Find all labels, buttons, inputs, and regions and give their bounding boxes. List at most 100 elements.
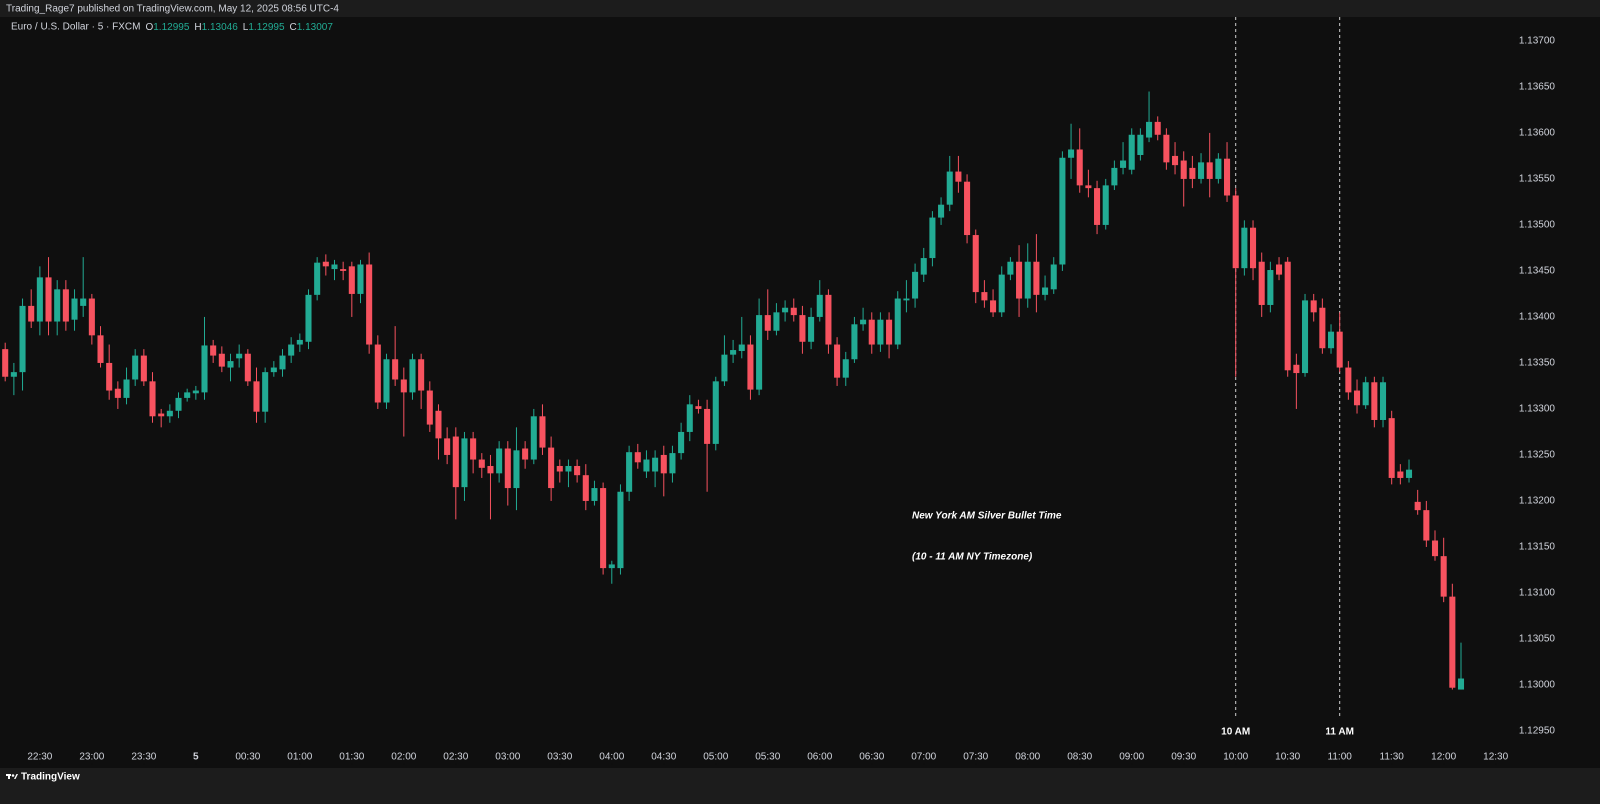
x-tick-label: 08:00 [1015,752,1040,763]
x-tick-label: 04:30 [651,752,676,763]
candle-body [972,235,979,293]
y-tick-label: 1.13050 [1519,634,1556,645]
candle-body [998,274,1005,313]
candle-body [426,390,433,425]
candle-body [487,465,494,474]
x-tick-label: 10:30 [1275,752,1300,763]
candle-body [712,381,719,444]
ohlc-legend: O1.12995 H1.13046 L1.12995 C1.13007 [145,22,333,33]
x-tick-label: 00:30 [235,752,260,763]
candle-body [834,344,841,378]
candle-body [236,353,243,359]
candle-body [756,315,763,390]
candle-body [175,397,182,411]
candle-body [244,353,251,382]
candle-body [71,298,78,320]
candle-body [782,307,789,313]
ohlc-value: 1.13046 [202,22,239,33]
candle-body [1336,331,1343,368]
candle-body [1016,261,1023,299]
candle-body [470,438,477,460]
candle-body [955,171,962,182]
candle-body [981,292,988,301]
candle-body [218,353,225,367]
candle-body [2,349,9,377]
candle-body [1154,121,1161,135]
candle-body [166,410,173,417]
candle-body [773,312,780,331]
candle-body [548,447,555,489]
candle-body [461,438,468,488]
x-tick-label: 12:00 [1431,752,1456,763]
candle-body [19,305,26,373]
candle-body [114,388,121,398]
candle-body [1146,121,1153,138]
candle-body [565,465,572,472]
candle-body [10,372,17,377]
candle-body [1007,261,1014,275]
x-tick-label: 11:30 [1380,752,1405,763]
candle-body [54,289,61,322]
candle-body [253,381,260,412]
candle-body [730,350,737,355]
x-tick-label: 09:30 [1171,752,1196,763]
candle-body [600,488,607,569]
candle-body [1232,195,1239,269]
candle-body [314,262,321,295]
annotation: (10 - 11 AM NY Timezone) [912,552,1033,563]
ohlc-label: L [243,22,249,33]
candle-body [842,359,849,378]
candle-body [1024,261,1031,299]
candle-body [634,452,641,463]
candle-body [686,404,693,432]
x-tick-label: 03:30 [547,752,572,763]
candle-body [1284,261,1291,371]
candle-body [331,264,338,270]
candle-body [808,316,815,342]
candle-body [513,450,520,489]
ohlc-label: H [194,22,201,33]
x-tick-label: 05:30 [755,752,780,763]
y-tick-label: 1.13350 [1519,358,1556,369]
candle-body [747,344,754,390]
candle-body [1449,596,1456,688]
candle-body [1353,390,1361,406]
candle-body [435,410,442,439]
candle-body [877,319,884,345]
x-tick-label: 02:00 [391,752,416,763]
candle-body [574,465,581,476]
candle-body [929,217,936,259]
tv-logo [6,774,18,779]
candle-body [496,448,503,474]
candle-body [366,264,373,345]
candle-body [1111,167,1118,186]
candle-body [149,381,156,417]
candle-body [1172,155,1179,166]
candle-body [1102,185,1109,225]
candle-body [790,307,797,316]
candle-body [1423,510,1430,541]
x-tick-label: 04:00 [599,752,624,763]
candle-body [1275,264,1283,275]
candle-body [1362,382,1369,406]
candle-body [262,372,269,412]
candle-body [1128,134,1135,170]
candle-body [400,379,407,393]
candle-body [825,294,832,345]
candle-body [348,266,355,294]
candle-body [1250,227,1257,269]
candle-body [626,452,633,492]
candle-body [1033,261,1040,295]
candle-body [1198,162,1205,179]
y-tick-label: 1.13550 [1519,174,1556,185]
candle-body [444,438,451,455]
candle-body [452,436,459,488]
candle-body [738,344,745,351]
ohlc-label: O [145,22,153,33]
candle-body [201,345,208,393]
x-tick-label: 08:30 [1067,752,1092,763]
candle-body [1327,331,1335,349]
x-tick-label: 10:00 [1223,752,1248,763]
candle-body [1310,300,1317,313]
candle-body [964,181,971,236]
